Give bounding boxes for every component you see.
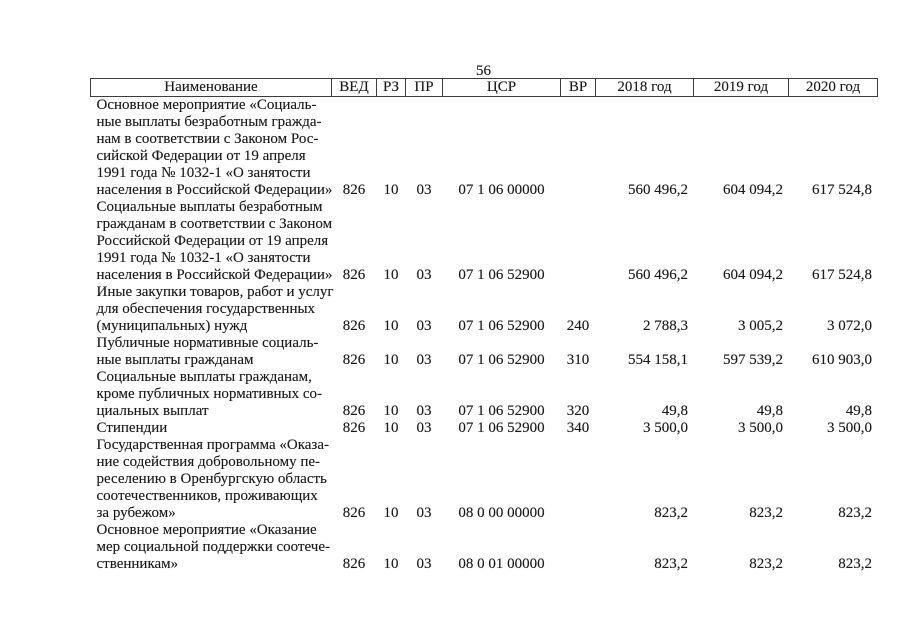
table-header-row: Наименование ВЕД РЗ ПР ЦСР ВР 2018 год 2019 год… — [90, 78, 878, 97]
table-cell-csr: 07 1 06 52900 — [458, 403, 545, 419]
column-header-vr: ВР — [560, 78, 596, 97]
table-cell-y2020: 823,2 — [838, 556, 872, 572]
table-cell-y2018: 560 496,2 — [628, 182, 688, 198]
budget-table: Наименование ВЕД РЗ ПР ЦСР ВР 2018 год 2019 год… — [90, 78, 878, 573]
table-cell-y2020: 610 903,0 — [812, 352, 872, 368]
table-cell-vr — [561, 97, 596, 200]
table-cell-name: Основное мероприятие «Оказание мер социа… — [96, 522, 330, 572]
page-number: 56 — [476, 63, 491, 79]
table-cell-rz: 10 — [383, 403, 399, 419]
table-cell-rz: 10 — [383, 182, 399, 198]
table-row: Стипендии 826 10 03 07 1 06 52900 340 3 500,0 3… — [91, 420, 878, 437]
table-cell-pr: 03 — [416, 352, 432, 368]
table-cell-y2019: 597 539,2 — [723, 352, 783, 368]
table-cell-pr: 03 — [416, 267, 432, 283]
table-cell-name: Публичные нормативные социаль- ные выпла… — [96, 335, 319, 368]
column-header-rz: РЗ — [376, 78, 406, 97]
column-header-name: Наименование — [90, 78, 332, 97]
table-cell-ved: 826 — [342, 267, 366, 283]
table-cell-y2019: 823,2 — [749, 505, 783, 521]
column-header-y2020: 2020 год — [788, 78, 878, 97]
table-cell-pr: 03 — [416, 403, 432, 419]
table-cell-name: Основное мероприятие «Социаль- ные выпла… — [96, 97, 333, 198]
table-row: Социальные выплаты безработным гражданам… — [91, 199, 878, 284]
table-cell-ved: 826 — [342, 403, 366, 419]
table-cell-rz: 10 — [383, 352, 399, 368]
table-cell-y2018: 823,2 — [654, 505, 688, 521]
table-cell-csr: 07 1 06 52900 — [458, 420, 545, 436]
column-header-y2019: 2019 год — [693, 78, 789, 97]
table-cell-ved: 826 — [342, 182, 366, 198]
table-cell-pr: 03 — [416, 420, 432, 436]
column-header-ved: ВЕД — [331, 78, 377, 97]
table-cell-name: Государственная программа «Оказа- ние со… — [96, 437, 330, 521]
table-cell-y2020: 3 500,0 — [827, 420, 872, 436]
table-cell-y2019: 3 005,2 — [738, 318, 783, 334]
table-cell-csr: 07 1 06 52900 — [458, 352, 545, 368]
table-cell-y2020: 617 524,8 — [812, 182, 872, 198]
table-cell-y2020: 617 524,8 — [812, 267, 872, 283]
table-cell-rz: 10 — [383, 318, 399, 334]
table-cell-y2018: 49,8 — [661, 403, 688, 419]
table-cell-pr: 03 — [416, 182, 432, 198]
table-cell-y2018: 560 496,2 — [628, 267, 688, 283]
table-row: Публичные нормативные социаль- ные выпла… — [91, 335, 878, 369]
table-cell-y2019: 823,2 — [749, 556, 783, 572]
table-cell-csr: 07 1 06 52900 — [458, 267, 545, 283]
table-body: Основное мероприятие «Социаль- ные выпла… — [91, 97, 878, 574]
table-cell-vr: 240 — [566, 318, 590, 334]
table-cell-csr: 07 1 06 52900 — [458, 318, 545, 334]
table-cell-y2019: 49,8 — [756, 403, 783, 419]
table-cell-name: Иные закупки товаров, работ и услуг для … — [96, 284, 334, 334]
table-cell-rz: 10 — [383, 267, 399, 283]
table-cell-y2020: 3 072,0 — [827, 318, 872, 334]
column-header-pr: ПР — [405, 78, 443, 97]
column-header-y2018: 2018 год — [595, 78, 694, 97]
table-cell-ved: 826 — [342, 420, 366, 436]
table-cell-pr: 03 — [416, 505, 432, 521]
table-cell-ved: 826 — [342, 505, 366, 521]
table-cell-y2019: 604 094,2 — [723, 182, 783, 198]
table-cell-csr: 08 0 01 00000 — [458, 556, 545, 572]
table-cell-vr: 310 — [566, 352, 590, 368]
table-row: Социальные выплаты гражданам, кроме публ… — [91, 369, 878, 420]
table-cell-vr — [561, 437, 596, 522]
table-cell-pr: 03 — [416, 318, 432, 334]
table-cell-vr — [561, 522, 596, 573]
table-row: Основное мероприятие «Оказание мер социа… — [91, 522, 878, 573]
table-row: Иные закупки товаров, работ и услуг для … — [91, 284, 878, 335]
table-cell-y2019: 604 094,2 — [723, 267, 783, 283]
table-cell-pr: 03 — [416, 556, 432, 572]
column-header-csr: ЦСР — [442, 78, 561, 97]
table-cell-ved: 826 — [342, 318, 366, 334]
table-cell-csr: 07 1 06 00000 — [458, 182, 545, 198]
table-cell-name: Стипендии — [96, 420, 168, 436]
table-cell-y2018: 554 158,1 — [628, 352, 688, 368]
table-row: Основное мероприятие «Социаль- ные выпла… — [91, 97, 878, 200]
table-cell-vr: 340 — [566, 420, 590, 436]
table-cell-rz: 10 — [383, 420, 399, 436]
table-cell-ved: 826 — [342, 556, 366, 572]
table-cell-vr: 320 — [566, 403, 590, 419]
table-cell-y2020: 823,2 — [838, 505, 872, 521]
table-cell-rz: 10 — [383, 505, 399, 521]
table-cell-y2020: 49,8 — [845, 403, 872, 419]
table-cell-ved: 826 — [342, 352, 366, 368]
table-row: Государственная программа «Оказа- ние со… — [91, 437, 878, 522]
table-cell-vr — [561, 199, 596, 284]
table-cell-y2018: 823,2 — [654, 556, 688, 572]
table-cell-y2019: 3 500,0 — [738, 420, 783, 436]
table-cell-y2018: 3 500,0 — [643, 420, 688, 436]
table-cell-y2018: 2 788,3 — [643, 318, 688, 334]
table-cell-rz: 10 — [383, 556, 399, 572]
table-cell-name: Социальные выплаты гражданам, кроме публ… — [96, 369, 323, 419]
table-cell-csr: 08 0 00 00000 — [458, 505, 545, 521]
table-cell-name: Социальные выплаты безработным гражданам… — [96, 199, 333, 283]
